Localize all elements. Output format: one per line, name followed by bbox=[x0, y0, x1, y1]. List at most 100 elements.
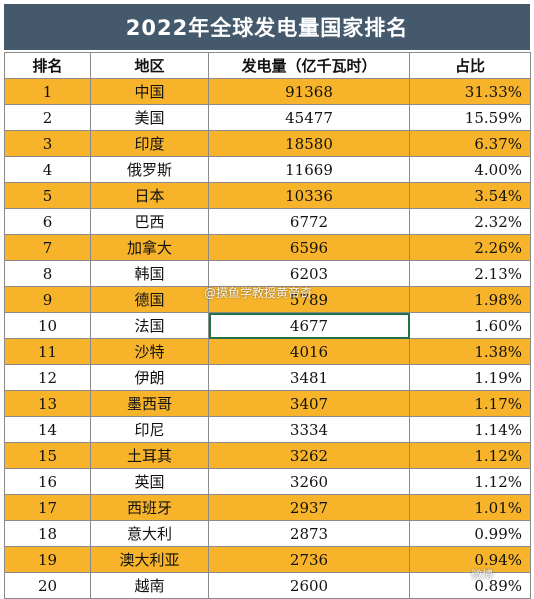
region-cell[interactable]: 意大利 bbox=[90, 520, 209, 547]
share-cell[interactable]: 1.14% bbox=[409, 416, 531, 443]
output-cell[interactable]: 6596 bbox=[208, 234, 410, 261]
rank-cell[interactable]: 3 bbox=[4, 130, 91, 157]
table-row: 17 西班牙 2937 1.01% bbox=[4, 494, 531, 521]
table-row: 16 英国 3260 1.12% bbox=[4, 468, 531, 495]
table-row: 11 沙特 4016 1.38% bbox=[4, 338, 531, 365]
rank-cell[interactable]: 2 bbox=[4, 104, 91, 131]
rank-cell[interactable]: 5 bbox=[4, 182, 91, 209]
region-cell[interactable]: 沙特 bbox=[90, 338, 209, 365]
region-cell[interactable]: 日本 bbox=[90, 182, 209, 209]
output-cell[interactable]: 6203 bbox=[208, 260, 410, 287]
output-cell[interactable]: 91368 bbox=[208, 78, 410, 105]
table-row: 15 土耳其 3262 1.12% bbox=[4, 442, 531, 469]
output-cell[interactable]: 4677 bbox=[208, 312, 410, 339]
rank-cell[interactable]: 14 bbox=[4, 416, 91, 443]
rank-cell[interactable]: 1 bbox=[4, 78, 91, 105]
region-cell[interactable]: 土耳其 bbox=[90, 442, 209, 469]
share-cell[interactable]: 2.32% bbox=[409, 208, 531, 235]
share-cell[interactable]: 3.54% bbox=[409, 182, 531, 209]
output-cell[interactable]: 5789 bbox=[208, 286, 410, 313]
share-cell[interactable]: 2.13% bbox=[409, 260, 531, 287]
output-cell[interactable]: 3407 bbox=[208, 390, 410, 417]
region-cell[interactable]: 法国 bbox=[90, 312, 209, 339]
table-row: 6 巴西 6772 2.32% bbox=[4, 208, 531, 235]
output-cell[interactable]: 2736 bbox=[208, 546, 410, 573]
region-cell[interactable]: 巴西 bbox=[90, 208, 209, 235]
region-cell[interactable]: 俄罗斯 bbox=[90, 156, 209, 183]
region-cell[interactable]: 印尼 bbox=[90, 416, 209, 443]
rank-cell[interactable]: 20 bbox=[4, 572, 91, 599]
table-row: 1 中国 91368 31.33% bbox=[4, 78, 531, 105]
share-cell[interactable]: 6.37% bbox=[409, 130, 531, 157]
share-cell[interactable]: 1.17% bbox=[409, 390, 531, 417]
rank-cell[interactable]: 17 bbox=[4, 494, 91, 521]
share-cell[interactable]: 1.12% bbox=[409, 468, 531, 495]
output-cell[interactable]: 3481 bbox=[208, 364, 410, 391]
share-cell[interactable]: 0.89% bbox=[409, 572, 531, 599]
table-row: 5 日本 10336 3.54% bbox=[4, 182, 531, 209]
output-cell[interactable]: 11669 bbox=[208, 156, 410, 183]
region-cell[interactable]: 英国 bbox=[90, 468, 209, 495]
table-row: 10 法国 4677 1.60% bbox=[4, 312, 531, 339]
output-cell[interactable]: 18580 bbox=[208, 130, 410, 157]
rank-cell[interactable]: 16 bbox=[4, 468, 91, 495]
spreadsheet-image: 2022年全球发电量国家排名 排名 地区 发电量（亿千瓦时） 占比 1 中国 913… bbox=[4, 4, 531, 599]
table-row: 4 俄罗斯 11669 4.00% bbox=[4, 156, 531, 183]
region-cell[interactable]: 印度 bbox=[90, 130, 209, 157]
output-cell[interactable]: 3334 bbox=[208, 416, 410, 443]
share-cell[interactable]: 2.26% bbox=[409, 234, 531, 261]
output-cell[interactable]: 45477 bbox=[208, 104, 410, 131]
table-row: 14 印尼 3334 1.14% bbox=[4, 416, 531, 443]
share-cell[interactable]: 0.94% bbox=[409, 546, 531, 573]
output-cell[interactable]: 4016 bbox=[208, 338, 410, 365]
output-cell[interactable]: 3260 bbox=[208, 468, 410, 495]
region-cell[interactable]: 越南 bbox=[90, 572, 209, 599]
table-title: 2022年全球发电量国家排名 bbox=[4, 4, 530, 50]
share-cell[interactable]: 1.38% bbox=[409, 338, 531, 365]
rank-cell[interactable]: 12 bbox=[4, 364, 91, 391]
region-cell[interactable]: 韩国 bbox=[90, 260, 209, 287]
share-cell[interactable]: 1.60% bbox=[409, 312, 531, 339]
rank-cell[interactable]: 15 bbox=[4, 442, 91, 469]
table-row: 2 美国 45477 15.59% bbox=[4, 104, 531, 131]
region-cell[interactable]: 伊朗 bbox=[90, 364, 209, 391]
share-cell[interactable]: 4.00% bbox=[409, 156, 531, 183]
share-cell[interactable]: 0.99% bbox=[409, 520, 531, 547]
header-row: 排名 地区 发电量（亿千瓦时） 占比 bbox=[4, 52, 531, 79]
table-row: 3 印度 18580 6.37% bbox=[4, 130, 531, 157]
rank-cell[interactable]: 8 bbox=[4, 260, 91, 287]
region-cell[interactable]: 西班牙 bbox=[90, 494, 209, 521]
region-cell[interactable]: 澳大利亚 bbox=[90, 546, 209, 573]
rank-cell[interactable]: 18 bbox=[4, 520, 91, 547]
rank-cell[interactable]: 10 bbox=[4, 312, 91, 339]
table-row: 9 德国 5789 1.98% bbox=[4, 286, 531, 313]
share-cell[interactable]: 1.01% bbox=[409, 494, 531, 521]
rank-cell[interactable]: 4 bbox=[4, 156, 91, 183]
output-cell[interactable]: 3262 bbox=[208, 442, 410, 469]
output-cell[interactable]: 2873 bbox=[208, 520, 410, 547]
column-header-output: 发电量（亿千瓦时） bbox=[208, 52, 410, 79]
rank-cell[interactable]: 9 bbox=[4, 286, 91, 313]
share-cell[interactable]: 15.59% bbox=[409, 104, 531, 131]
output-cell[interactable]: 6772 bbox=[208, 208, 410, 235]
rank-cell[interactable]: 11 bbox=[4, 338, 91, 365]
rank-cell[interactable]: 7 bbox=[4, 234, 91, 261]
rank-cell[interactable]: 6 bbox=[4, 208, 91, 235]
table-row: 13 墨西哥 3407 1.17% bbox=[4, 390, 531, 417]
share-cell[interactable]: 1.98% bbox=[409, 286, 531, 313]
region-cell[interactable]: 加拿大 bbox=[90, 234, 209, 261]
output-cell[interactable]: 2937 bbox=[208, 494, 410, 521]
rank-cell[interactable]: 19 bbox=[4, 546, 91, 573]
output-cell[interactable]: 10336 bbox=[208, 182, 410, 209]
region-cell[interactable]: 德国 bbox=[90, 286, 209, 313]
rank-cell[interactable]: 13 bbox=[4, 390, 91, 417]
table-row: 20 越南 2600 0.89% bbox=[4, 572, 531, 599]
region-cell[interactable]: 墨西哥 bbox=[90, 390, 209, 417]
share-cell[interactable]: 31.33% bbox=[409, 78, 531, 105]
output-cell[interactable]: 2600 bbox=[208, 572, 410, 599]
table-row: 8 韩国 6203 2.13% bbox=[4, 260, 531, 287]
region-cell[interactable]: 美国 bbox=[90, 104, 209, 131]
share-cell[interactable]: 1.12% bbox=[409, 442, 531, 469]
share-cell[interactable]: 1.19% bbox=[409, 364, 531, 391]
region-cell[interactable]: 中国 bbox=[90, 78, 209, 105]
